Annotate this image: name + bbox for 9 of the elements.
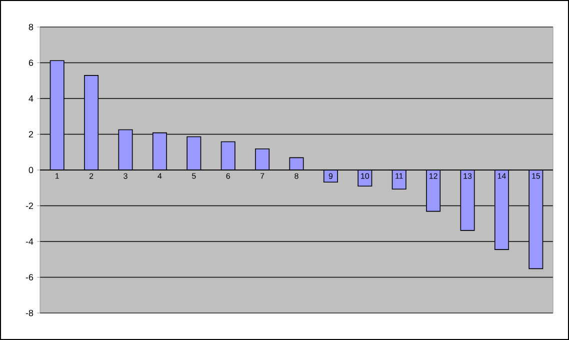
y-tick-label: 2 — [28, 131, 34, 138]
y-tick-label: 8 — [28, 24, 34, 30]
y-tick-label: 6 — [28, 60, 34, 66]
y-tick-label: -8 — [26, 310, 34, 316]
y-tick-label: -2 — [26, 202, 34, 209]
y-tick-label: -6 — [26, 274, 34, 280]
y-tick-label: 4 — [28, 95, 34, 102]
y-tick-label: 0 — [28, 166, 34, 174]
y-tick-label: -4 — [26, 238, 34, 245]
